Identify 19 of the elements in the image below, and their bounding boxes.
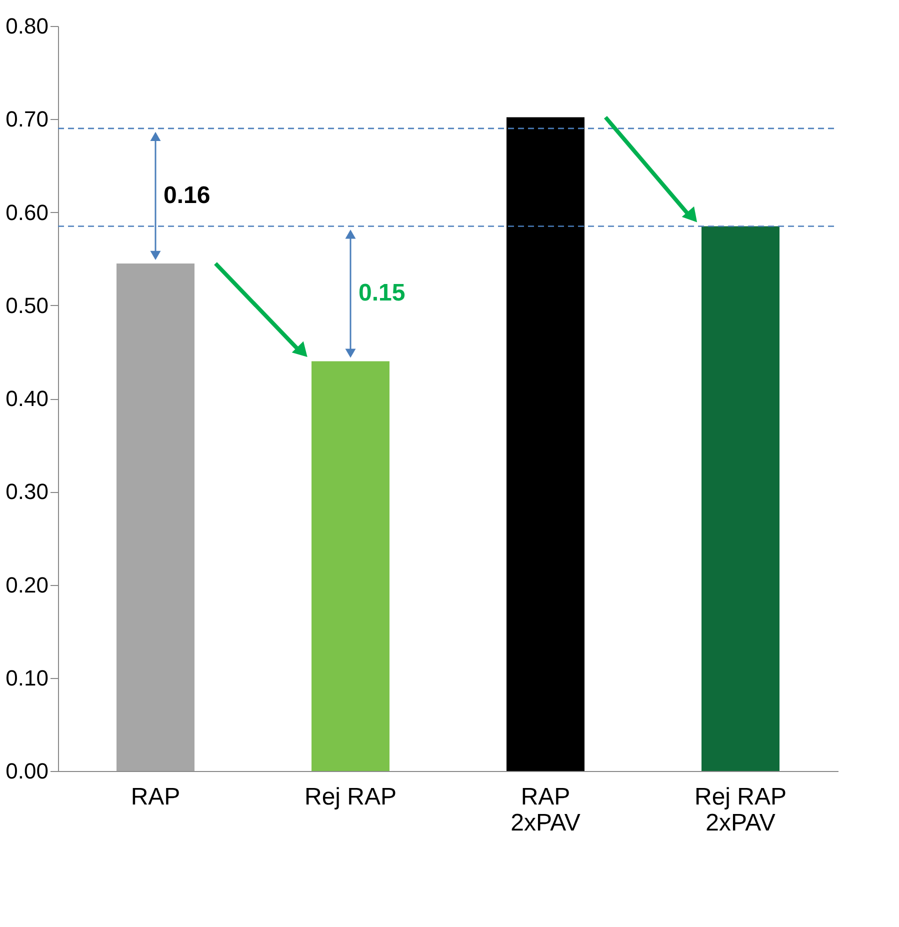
bar (312, 361, 390, 771)
y-tick-label: 0.30 (6, 479, 48, 504)
y-tick-label: 0.20 (6, 572, 48, 598)
y-tick-label: 0.50 (6, 292, 48, 318)
y-tick-label: 0.80 (6, 14, 48, 38)
y-tick-label: 0.10 (6, 665, 48, 690)
bar (116, 263, 194, 771)
x-tick-label: Rej RAP (304, 784, 397, 810)
y-tick-label: 0.70 (6, 106, 48, 132)
bar (506, 117, 584, 771)
y-tick-label: 0.60 (6, 200, 48, 225)
annotation: 0.15 (358, 280, 406, 307)
x-tick-label: Rej RAP 2xPAV (694, 784, 787, 836)
y-tick-label: 0.40 (6, 386, 48, 411)
y-tick-label: 0.00 (6, 758, 48, 784)
bar (702, 226, 780, 771)
annotation: 0.16 (164, 182, 210, 209)
x-tick-label: RAP (130, 784, 180, 810)
x-tick-label: RAP 2xPAV (510, 784, 580, 836)
